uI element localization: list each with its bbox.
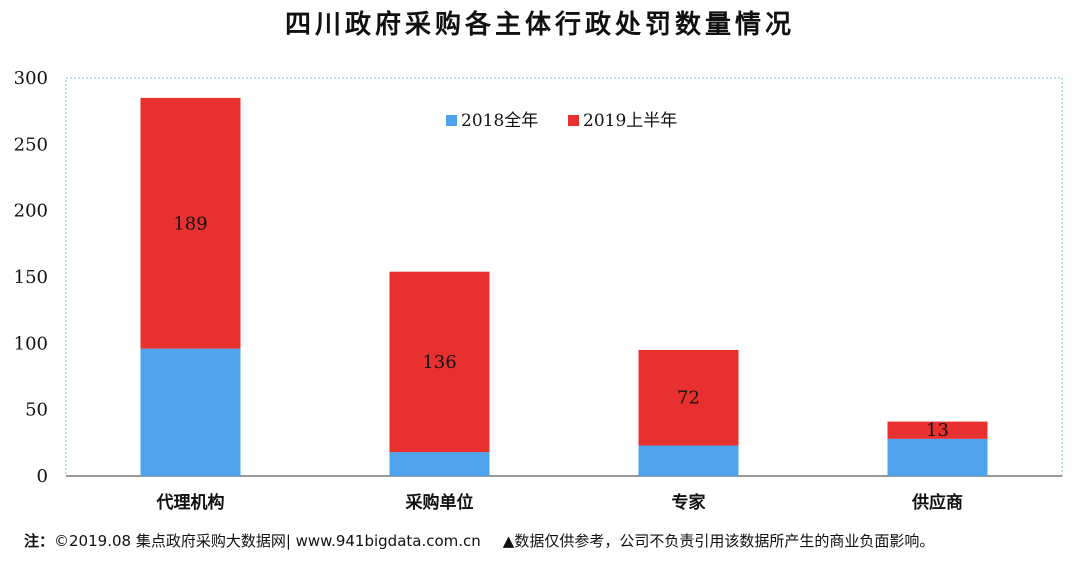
y-tick-label-0: 0 — [37, 466, 48, 487]
legend-swatch-1 — [568, 115, 579, 126]
bar-0-series-1 — [140, 97, 241, 349]
legend-label-1: 2019上半年 — [583, 111, 677, 131]
footnote-source: ©2019.08 集点政府采购大数据网| www.941bigdata.com.… — [54, 532, 481, 550]
x-tick-label-0: 代理机构 — [156, 492, 225, 513]
legend: 2018全年 2019上半年 — [446, 111, 677, 131]
bar-3-series-0 — [887, 438, 988, 476]
legend-swatch-0 — [446, 115, 457, 126]
data-label-0-series-1: 189 — [173, 213, 207, 234]
y-tick-label-1: 50 — [25, 400, 48, 421]
bars — [140, 97, 988, 476]
footnote: 注：©2019.08 集点政府采购大数据网| www.941bigdata.co… — [24, 530, 1064, 551]
bar-0-series-0 — [140, 348, 241, 476]
y-tick-label-5: 250 — [14, 134, 48, 155]
bar-3-series-1 — [887, 421, 988, 439]
x-tick-label-1: 采购单位 — [405, 492, 474, 513]
x-tick-label-3: 供应商 — [911, 492, 963, 513]
x-axis-labels: 代理机构 采购单位 专家 供应商 — [156, 492, 964, 513]
y-tick-label-6: 300 — [14, 68, 48, 89]
y-axis-ticks: 0 50 100 150 200 250 300 — [14, 68, 48, 487]
y-tick-label-2: 100 — [14, 333, 48, 354]
bar-2-series-0 — [638, 445, 739, 476]
stacked-bar-chart: 0 50 100 150 200 250 300 189 136 72 13 代理机构 采购单位 专家… — [14, 68, 1063, 513]
bar-1-series-1 — [389, 271, 490, 453]
data-labels: 189 136 72 13 — [173, 213, 949, 441]
y-tick-label-3: 150 — [14, 267, 48, 288]
data-label-3-series-1: 13 — [926, 420, 949, 441]
footnote-prefix: 注： — [24, 532, 55, 550]
data-label-2-series-1: 72 — [677, 388, 700, 409]
chart-title: 四川政府采购各主体行政处罚数量情况 — [284, 10, 795, 40]
bar-1-series-0 — [389, 452, 490, 476]
data-label-1-series-1: 136 — [422, 352, 456, 373]
bar-2-series-1 — [638, 349, 739, 446]
y-tick-label-4: 200 — [14, 201, 48, 222]
legend-label-0: 2018全年 — [461, 111, 538, 131]
x-tick-label-2: 专家 — [672, 492, 706, 513]
footnote-disclaimer: ▲数据仅供参考，公司不负责引用该数据所产生的商业负面影响。 — [502, 532, 935, 550]
